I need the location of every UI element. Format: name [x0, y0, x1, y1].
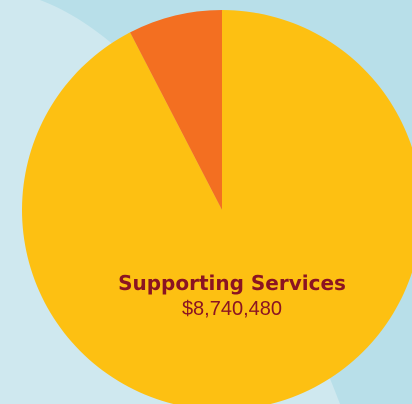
slice-label-value: $8,740,480 [181, 298, 283, 320]
pie-slice-supporting-services [22, 10, 412, 404]
slice-label-name: Supporting Services [118, 271, 346, 295]
slice-label-supporting-services: Supporting Services $8,740,480 [82, 270, 382, 322]
pie-slice-other-1 [130, 10, 222, 210]
